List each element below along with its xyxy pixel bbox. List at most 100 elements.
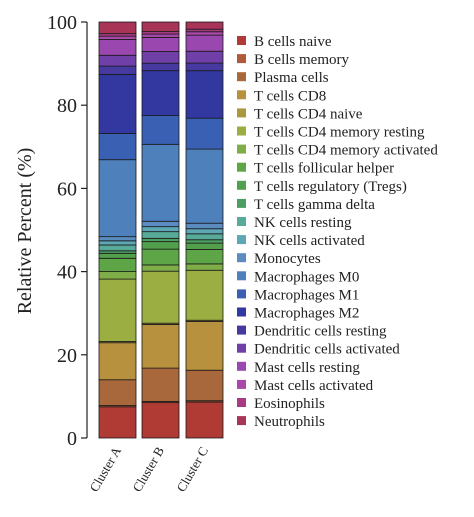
legend-item: Mast cells resting — [237, 360, 360, 376]
legend-item: Macrophages M1 — [237, 287, 359, 303]
legend-swatch — [237, 180, 246, 190]
legend-swatch — [237, 72, 246, 82]
bar-segment — [141, 324, 180, 369]
legend-label: B cells memory — [254, 52, 349, 68]
legend-swatch — [237, 379, 246, 389]
bar-stack — [185, 21, 224, 439]
y-tick-label: 20 — [57, 345, 77, 367]
bar-segment — [98, 406, 137, 439]
bar-segment — [185, 233, 224, 241]
legend-label: Monocytes — [254, 251, 321, 267]
bar-segment — [98, 240, 137, 246]
legend-label: Macrophages M0 — [254, 269, 359, 285]
legend-swatch — [237, 325, 246, 335]
bar-segment — [98, 159, 137, 238]
legend-label: Mast cells activated — [254, 378, 374, 394]
bar-segment — [141, 237, 180, 243]
bar-segment — [185, 242, 224, 250]
category-label: Cluster A — [86, 443, 124, 494]
legend-swatch — [237, 217, 246, 226]
legend-label: Neutrophils — [254, 414, 325, 430]
legend-swatch — [237, 271, 246, 281]
legend-swatch — [237, 90, 246, 100]
category-labels: Cluster A Cluster B Cluster C — [86, 443, 211, 494]
legend: B cells naive B cells memory Plasma cells T… — [237, 34, 438, 430]
legend-label: Plasma cells — [254, 70, 329, 86]
y-tick-label: 40 — [57, 262, 77, 284]
bar-segment — [185, 401, 224, 439]
legend-item: B cells naive — [237, 34, 332, 50]
bar-segment — [185, 148, 224, 224]
y-tick-label: 80 — [57, 95, 77, 117]
bar-segment — [141, 21, 180, 32]
bar-segment — [98, 39, 137, 56]
category-label: Cluster C — [173, 444, 211, 494]
legend-item: T cells CD8 — [237, 88, 326, 104]
bar-segment — [141, 248, 180, 266]
legend-item: NK cells activated — [237, 233, 365, 249]
legend-label: Macrophages M2 — [254, 306, 359, 322]
bar-segment — [185, 263, 224, 271]
bar-segment — [141, 143, 180, 222]
y-axis: 0 20 40 60 80 100 — [47, 12, 88, 450]
bar-segment — [141, 367, 180, 402]
legend-label: T cells gamma delta — [254, 197, 375, 213]
legend-item: T cells CD4 memory resting — [237, 125, 425, 141]
bar-stack — [141, 21, 180, 439]
bar-segment — [141, 33, 180, 38]
bar-segment — [185, 70, 224, 119]
bar-stack — [98, 21, 137, 439]
legend-item: Macrophages M0 — [237, 269, 359, 285]
legend-swatch — [237, 198, 246, 208]
legend-item: Dendritic cells activated — [237, 342, 400, 358]
bar-segment — [141, 231, 180, 239]
legend-label: NK cells activated — [254, 233, 365, 249]
legend-swatch — [237, 398, 246, 407]
legend-swatch — [237, 307, 246, 317]
bar-segment — [98, 257, 137, 272]
bar-segment — [141, 264, 180, 272]
bar-segment — [185, 222, 224, 230]
bar-segment — [185, 31, 224, 36]
legend-item: T cells CD4 naive — [237, 106, 363, 122]
bar-segment — [185, 50, 224, 64]
bar-segment — [141, 226, 180, 233]
legend-item: T cells CD4 memory activated — [237, 143, 438, 159]
legend-swatch — [237, 343, 246, 353]
legend-label: T cells CD4 memory activated — [254, 143, 438, 159]
y-tick-label: 100 — [47, 12, 77, 34]
bar-segment — [141, 62, 180, 72]
legend-item: Macrophages M2 — [237, 306, 359, 322]
bar-segment — [98, 252, 137, 259]
legend-item: B cells memory — [237, 52, 349, 68]
legend-swatch — [237, 361, 246, 371]
category-label: Cluster B — [129, 444, 167, 495]
bar-segment — [98, 342, 137, 381]
legend-swatch — [237, 289, 246, 299]
legend-label: Eosinophils — [254, 396, 325, 412]
legend-item: Plasma cells — [237, 70, 329, 86]
bar-segment — [141, 402, 180, 439]
legend-swatch — [237, 144, 246, 154]
bar-segment — [185, 321, 224, 371]
legend-swatch — [237, 416, 246, 426]
bar-segment — [185, 228, 224, 235]
bar-segment — [98, 236, 137, 242]
legend-item: Mast cells activated — [237, 378, 374, 394]
legend-item: Monocytes — [237, 251, 321, 267]
bar-segment — [98, 133, 137, 161]
bar-segment — [185, 21, 224, 30]
bar-segment — [98, 54, 137, 67]
legend-item: NK cells resting — [237, 215, 352, 231]
bar-segment — [141, 241, 180, 250]
bar-segment — [98, 35, 137, 40]
bar-segment — [141, 51, 180, 64]
legend-item: Dendritic cells resting — [237, 324, 387, 340]
bar-segment — [98, 379, 137, 406]
legend-label: Macrophages M1 — [254, 287, 359, 303]
legend-label: T cells follicular helper — [254, 161, 394, 177]
bar-segment — [141, 115, 180, 145]
bar-segment — [185, 34, 224, 52]
bar-segment — [185, 62, 224, 72]
legend-label: T cells CD4 memory resting — [254, 125, 425, 141]
